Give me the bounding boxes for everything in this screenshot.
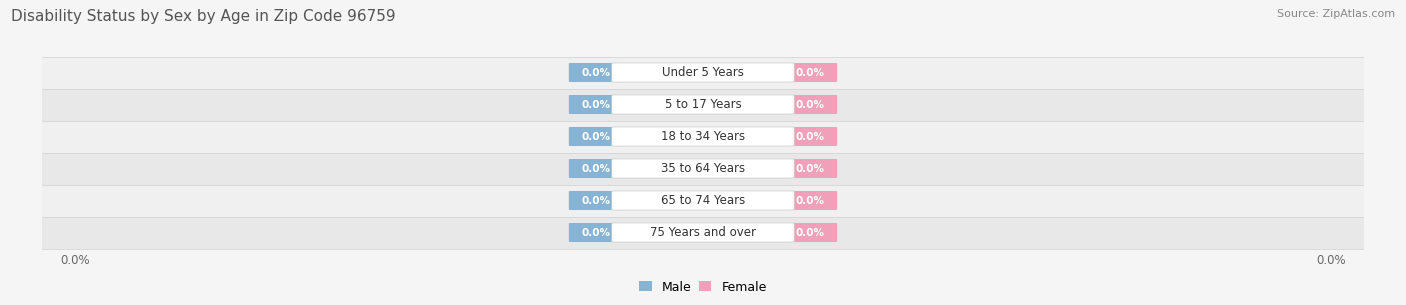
Legend: Male, Female: Male, Female	[634, 275, 772, 299]
Text: Under 5 Years: Under 5 Years	[662, 66, 744, 79]
Text: 0.0%: 0.0%	[581, 196, 610, 206]
Text: 0.0%: 0.0%	[581, 99, 610, 109]
Bar	[8, 185, 1396, 217]
FancyBboxPatch shape	[612, 159, 794, 178]
FancyBboxPatch shape	[612, 127, 794, 146]
FancyBboxPatch shape	[783, 191, 837, 210]
FancyBboxPatch shape	[612, 95, 794, 114]
Text: 0.0%: 0.0%	[581, 67, 610, 77]
Text: 18 to 34 Years: 18 to 34 Years	[661, 130, 745, 143]
FancyBboxPatch shape	[783, 223, 837, 242]
Text: 0.0%: 0.0%	[581, 228, 610, 238]
Text: 0.0%: 0.0%	[796, 228, 825, 238]
FancyBboxPatch shape	[569, 63, 623, 82]
FancyBboxPatch shape	[569, 223, 623, 242]
Text: 5 to 17 Years: 5 to 17 Years	[665, 98, 741, 111]
Bar	[8, 120, 1396, 152]
Text: 0.0%: 0.0%	[796, 196, 825, 206]
FancyBboxPatch shape	[569, 159, 623, 178]
FancyBboxPatch shape	[612, 63, 794, 82]
Text: 0.0%: 0.0%	[581, 163, 610, 174]
FancyBboxPatch shape	[612, 191, 794, 210]
Text: Source: ZipAtlas.com: Source: ZipAtlas.com	[1277, 9, 1395, 19]
Text: 65 to 74 Years: 65 to 74 Years	[661, 194, 745, 207]
Text: 0.0%: 0.0%	[581, 131, 610, 142]
Text: Disability Status by Sex by Age in Zip Code 96759: Disability Status by Sex by Age in Zip C…	[11, 9, 396, 24]
FancyBboxPatch shape	[783, 127, 837, 146]
Text: 0.0%: 0.0%	[796, 163, 825, 174]
Bar	[8, 88, 1396, 120]
FancyBboxPatch shape	[783, 95, 837, 114]
FancyBboxPatch shape	[569, 191, 623, 210]
Text: 35 to 64 Years: 35 to 64 Years	[661, 162, 745, 175]
FancyBboxPatch shape	[569, 95, 623, 114]
Text: 75 Years and over: 75 Years and over	[650, 226, 756, 239]
FancyBboxPatch shape	[783, 159, 837, 178]
Bar	[8, 56, 1396, 88]
Text: 0.0%: 0.0%	[796, 67, 825, 77]
FancyBboxPatch shape	[612, 223, 794, 242]
Text: 0.0%: 0.0%	[796, 99, 825, 109]
FancyBboxPatch shape	[569, 127, 623, 146]
FancyBboxPatch shape	[783, 63, 837, 82]
Bar	[8, 152, 1396, 185]
Bar	[8, 217, 1396, 249]
Text: 0.0%: 0.0%	[796, 131, 825, 142]
